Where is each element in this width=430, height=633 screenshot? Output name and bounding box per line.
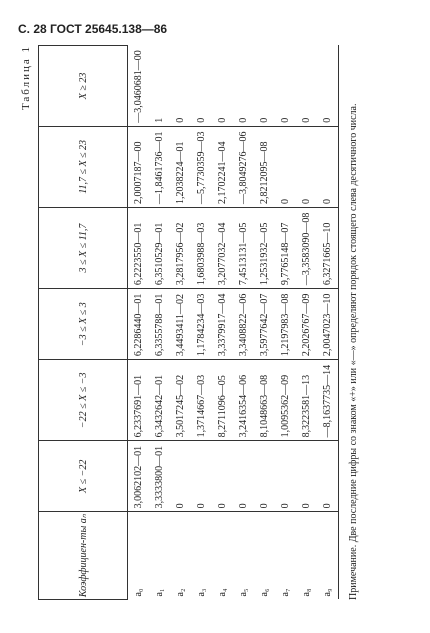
cell: 3,2077032—04 <box>212 207 233 289</box>
cell: 0 <box>170 440 191 512</box>
cell: 6,2286440—01 <box>127 288 149 360</box>
column-header: Коэффициен-ты aₙ <box>38 511 128 600</box>
column-header: X ≥ 23 <box>38 45 128 127</box>
cell: 0 <box>275 45 296 127</box>
cell: 1 <box>149 45 170 127</box>
coefficient-label: a₁ <box>154 588 165 597</box>
cell: 6,2337691—01 <box>127 359 149 441</box>
cell: 2,8212095—08 <box>254 126 275 208</box>
column-header: −22 ≤ X ≤ −3 <box>38 359 128 441</box>
column-header: 11,7 ≤ X ≤ 23 <box>38 126 128 208</box>
table-row: a₈ 0 8,3223581—13 2,2026767—09 —3,3583090—08… <box>296 45 317 600</box>
cell: 1,2197983—08 <box>275 288 296 360</box>
cell: 3,5017245—02 <box>170 359 191 441</box>
table-row: a₄ 0 8,2711096—05 3,3379917—04 3,2077032—04 2… <box>212 45 233 600</box>
cell: —3,3583090—08 <box>296 207 317 289</box>
coefficient-label: a₇ <box>280 588 291 597</box>
cell: 0 <box>296 440 317 512</box>
table-row: a₅ 0 3,2416354—06 3,3408822—06 7,4513131—05—… <box>233 45 254 600</box>
table-title: Таблица 1 <box>20 45 32 111</box>
page-header: С. 28 ГОСТ 25645.138—86 <box>18 22 168 36</box>
cell: 3,2416354—06 <box>233 359 254 441</box>
cell: 8,3223581—13 <box>296 359 317 441</box>
coefficient-label: a₆ <box>259 588 270 597</box>
cell: 3,2817956—02 <box>170 207 191 289</box>
cell: 0 <box>317 126 339 208</box>
table-row: a₇ 0 1,0095362—09 1,2197983—08 9,7765148—07 0… <box>275 45 296 600</box>
cell: 0 <box>191 45 212 127</box>
coefficient-label: a₀ <box>133 588 144 597</box>
cell: 8,1048663—08 <box>254 359 275 441</box>
column-header: X ≤ −22 <box>38 440 128 512</box>
cell: 3,5977642—07 <box>254 288 275 360</box>
cell: 3,3379917—04 <box>212 288 233 360</box>
cell: 0 <box>254 440 275 512</box>
cell: 7,4513131—05 <box>233 207 254 289</box>
table-row: a₆ 0 8,1048663—08 3,5977642—07 1,2531932—05 2… <box>254 45 275 600</box>
column-header: −3 ≤ X ≤ 3 <box>38 288 128 360</box>
coefficient-label: a₃ <box>196 588 207 597</box>
cell: 6,3271665—10 <box>317 207 339 289</box>
cell: 0 <box>317 45 339 127</box>
cell: 2,2026767—09 <box>296 288 317 360</box>
cell: —3,8049276—06 <box>233 126 254 208</box>
coefficient-label: a₉ <box>317 511 339 600</box>
cell: 0 <box>191 440 212 512</box>
cell: —3,0460681—00 <box>127 45 149 127</box>
cell: 3,3408822—06 <box>233 288 254 360</box>
coefficient-label: a₈ <box>301 588 312 597</box>
coefficient-label: a₅ <box>238 588 249 597</box>
table-row: a₀ 3,0062102—01 6,2337691—01 6,2286440—01 6,… <box>127 45 149 600</box>
cell: 0 <box>212 45 233 127</box>
cell: 3,0062102—01 <box>127 440 149 512</box>
cell: —8,1637735—14 <box>317 359 339 441</box>
cell: 1,2531932—05 <box>254 207 275 289</box>
cell: 6,3355788—01 <box>149 288 170 360</box>
note: Примечание. Две последние цифры со знако… <box>348 103 359 600</box>
cell: 3,4493411—02 <box>170 288 191 360</box>
cell: —5,7730359—03 <box>191 126 212 208</box>
cell: 2,0007187—00 <box>127 126 149 208</box>
cell: 0 <box>233 440 254 512</box>
cell: 0 <box>254 45 275 127</box>
cell: 6,2223550—01 <box>127 207 149 289</box>
cell: 1,1784234—03 <box>191 288 212 360</box>
coefficient-table: Коэффициен-ты aₙ X ≤ −22 −22 ≤ X ≤ −3 −3 ≤ … <box>38 45 339 600</box>
table-row: a₃ 0 1,3714667—03 1,1784234—03 1,6803988—03—… <box>191 45 212 600</box>
table-row: a₂ 0 3,5017245—02 3,4493411—02 3,2817956—02 1… <box>170 45 191 600</box>
cell: 0 <box>212 440 233 512</box>
cell: 0 <box>317 440 339 512</box>
cell: 8,2711096—05 <box>212 359 233 441</box>
table-row: a₉ 0 —8,1637735—14 2,0047023—10 6,3271665—10… <box>317 45 339 600</box>
cell: —1,8461736—01 <box>149 126 170 208</box>
cell: 0 <box>275 126 296 208</box>
cell: 2,0047023—10 <box>317 288 339 360</box>
cell: 0 <box>170 45 191 127</box>
table-row: a₁ 3,3333800—01 6,3432642—01 6,3355788—01 6,… <box>149 45 170 600</box>
cell: 0 <box>296 126 317 208</box>
coefficient-label: a₄ <box>217 588 228 597</box>
cell: 0 <box>275 440 296 512</box>
cell: 2,1702241—04 <box>212 126 233 208</box>
cell: 0 <box>233 45 254 127</box>
column-header: 3 ≤ X ≤ 11,7 <box>38 207 128 289</box>
cell: 9,7765148—07 <box>275 207 296 289</box>
cell: 1,6803988—03 <box>191 207 212 289</box>
cell: 1,2038224—01 <box>170 126 191 208</box>
coefficient-label: a₂ <box>175 588 186 597</box>
cell: 0 <box>296 45 317 127</box>
rotated-table-block: Таблица 1 Коэффициен-ты aₙ X ≤ −22 −22 ≤ X… <box>20 45 415 600</box>
cell: 3,3333800—01 <box>149 440 170 512</box>
cell: 6,3510529—01 <box>149 207 170 289</box>
cell: 6,3432642—01 <box>149 359 170 441</box>
cell: 1,0095362—09 <box>275 359 296 441</box>
cell: 1,3714667—03 <box>191 359 212 441</box>
